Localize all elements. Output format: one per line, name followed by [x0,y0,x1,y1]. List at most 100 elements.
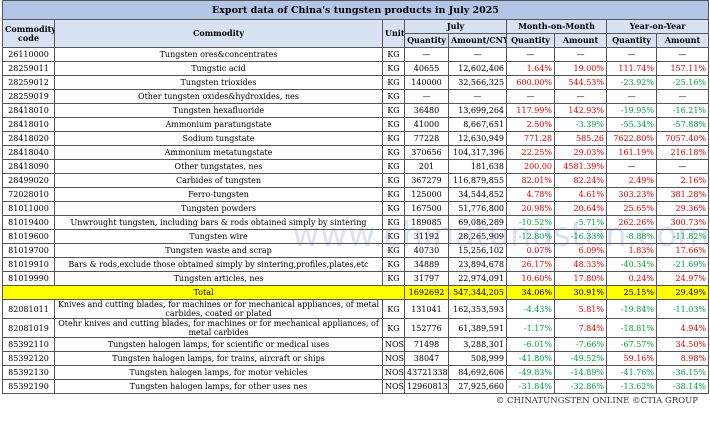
value-cell: 131041 [404,299,449,319]
data-row: 85392120 Tungsten halogen lamps, for trai… [2,351,710,366]
value-cell: — [554,89,607,104]
value-cell: 216.18% [655,145,710,160]
value-cell: -16.21% [655,103,710,118]
data-row: 85392130 Tungsten halogen lamps, for moto… [2,365,710,380]
value-cell: — [506,89,555,104]
value-cell: — [506,47,555,62]
value-cell: 82.01% [506,173,555,188]
value-cell: -8.88% [606,229,657,244]
title: Export data of China's tungsten products… [1,0,710,20]
value-cell: 162,353,593 [448,299,507,319]
commodity-cell: Tungsten articles, nes [54,271,383,286]
code-cell: 85392110 [2,337,55,352]
value-cell: 1.64% [506,61,555,76]
subcolumn-header: Amount/CNY [448,33,507,48]
code-cell: 28418010 [2,103,55,118]
code-cell: 28418090 [2,159,55,174]
data-row: 82081011 Knives and cutting blades, for m… [2,299,710,319]
value-cell: 31192 [404,229,449,244]
unit-cell: KG [382,243,405,258]
value-cell: -67.57% [606,337,657,352]
value-cell: — [655,159,710,174]
unit-cell: KG [382,75,405,90]
value-cell: 7622.80% [606,131,657,146]
commodity-cell: Other tungstates, nes [54,159,383,174]
value-cell: -4.43% [506,299,555,319]
unit-cell: KG [382,229,405,244]
value-cell: -6.01% [506,337,555,352]
value-cell: 84,692,606 [448,365,507,380]
value-cell: 201 [404,159,449,174]
value-cell: 585.26 [554,131,607,146]
column-header: Unit [382,19,405,48]
value-cell: 7057.40% [655,131,710,146]
value-cell: 36480 [404,103,449,118]
data-row: 28259012 Tungsten trioxides KG 140000 32,566… [2,75,710,90]
commodity-cell: Tungsten ores&concentrates [54,47,383,62]
value-cell: -49.52% [554,351,607,366]
value-cell: -36.15% [655,365,710,380]
value-cell: 12,602,406 [448,61,507,76]
code-cell: 82081019 [2,318,55,338]
column-header: Month-on-Month [506,19,607,34]
code-cell: 28259011 [2,61,55,76]
code-cell: 81019910 [2,257,55,272]
value-cell: 34889 [404,257,449,272]
data-row: 28418090 Other tungstates, nes KG 201 181,63… [2,159,710,174]
unit-cell: KG [382,103,405,118]
value-cell: 15,256,102 [448,243,507,258]
value-cell: 26.17% [506,257,555,272]
value-cell: 303.23% [606,187,657,202]
unit-cell: KG [382,271,405,286]
value-cell: 0.24% [606,271,657,286]
value-cell: -16.33% [554,229,607,244]
value-cell: 29.49% [655,285,710,300]
subcolumn-header: Amount [554,33,607,48]
value-cell: 24.97% [655,271,710,286]
value-cell: 32,566,325 [448,75,507,90]
value-cell: 17.66% [655,243,710,258]
commodity-cell: Other tungsten oxides&hydroxides, nes [54,89,383,104]
value-cell: 142.93% [554,103,607,118]
code-cell: 82081011 [2,299,55,319]
data-row: 28259011 Tungstic acid KG 40655 12,602,406 1.… [2,61,710,76]
value-cell: — [404,47,449,62]
value-cell: — [448,89,507,104]
commodity-cell: Ammonium paratungstate [54,117,383,132]
footer: © CHINATUNGSTEN ONLINE ©CTIA GROUP [495,396,698,406]
unit-cell: KG [382,61,405,76]
value-cell: -7.66% [554,337,607,352]
data-row: 81019700 Tungsten waste and scrap KG 40730 1… [2,243,710,258]
commodity-cell: Tungsten waste and scrap [54,243,383,258]
value-cell: 2.49% [606,173,657,188]
value-cell: 59.16% [606,351,657,366]
code-cell: 81019700 [2,243,55,258]
value-cell: -25.16% [655,75,710,90]
commodity-cell: Carbides of tungsten [54,173,383,188]
code-cell: 26110000 [2,47,55,62]
code-cell: 85392130 [2,365,55,380]
value-cell: 6.09% [554,243,607,258]
value-cell: -19.95% [606,103,657,118]
value-cell: 61,389,591 [448,318,507,338]
commodity-cell: Knives and cutting blades, for machines … [54,299,383,319]
value-cell: 38047 [404,351,449,366]
value-cell: 262.26% [606,215,657,230]
commodity-cell: Tungsten hexafluoride [54,103,383,118]
value-cell: -49.83% [506,365,555,380]
value-cell: -55.34% [606,117,657,132]
data-row: 72028010 Ferro-tungsten KG 125000 34,544,852… [2,187,710,202]
value-cell: -19.84% [606,299,657,319]
value-cell: -32.86% [554,379,607,394]
value-cell: — [554,47,607,62]
code-cell: 85392190 [2,379,55,394]
commodity-cell: Ammonium metatungstate [54,145,383,160]
value-cell: 77228 [404,131,449,146]
unit-cell: KG [382,117,405,132]
value-cell: 27,925,660 [448,379,507,394]
data-row: 28418010 Ammonium paratungstate KG 41000 8,6… [2,117,710,132]
unit-cell: KG [382,159,405,174]
value-cell: 4581.39% [554,159,607,174]
value-cell: -57.88% [655,117,710,132]
data-row: 82081019 Otehr knives and cutting blades,… [2,318,710,338]
